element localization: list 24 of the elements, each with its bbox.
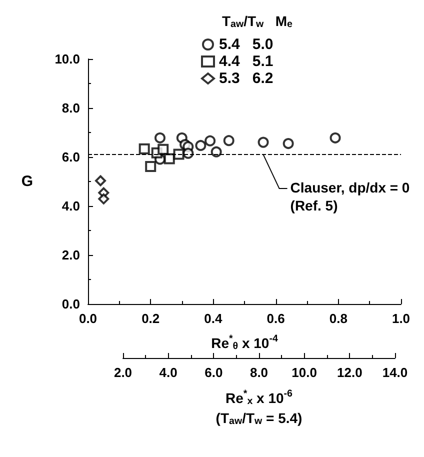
x2-tick-label: 2.0 (114, 365, 132, 380)
x2-tick-label: 12.0 (337, 365, 362, 380)
x2-tick-label: 10.0 (292, 365, 317, 380)
x2-tick-label: 6.0 (204, 365, 223, 380)
y-tick-label: 4.0 (62, 198, 80, 214)
legend-label: 4.4 5.1 (219, 53, 274, 70)
y-tick-label: 8.0 (62, 100, 80, 116)
annotation: Clauser, dp/dx = 0 (Ref. 5) (290, 180, 410, 214)
x2-tick-label: 8.0 (250, 365, 268, 380)
x-tick-label: 0.8 (329, 311, 348, 326)
x-tick-label: 0.2 (142, 311, 160, 326)
x-tick-label: 0.6 (266, 311, 285, 326)
x2-tick-label: 14.0 (382, 365, 408, 380)
x2-tick-label: 4.0 (159, 365, 178, 380)
x-tick-label: 0.0 (78, 311, 98, 326)
y-tick-label: 2.0 (62, 248, 80, 262)
legend-label: 5.3 6.2 (219, 70, 274, 87)
x-tick-label: 1.0 (392, 311, 410, 326)
y-tick-label: 6.0 (62, 150, 80, 164)
y-tick-label: 10.0 (54, 52, 80, 66)
x-tick-label: 0.4 (204, 311, 224, 326)
legend-label: 5.4 5.0 (219, 36, 274, 53)
y-tick-label: 0.0 (62, 296, 80, 312)
y-axis-title: G (21, 173, 33, 190)
